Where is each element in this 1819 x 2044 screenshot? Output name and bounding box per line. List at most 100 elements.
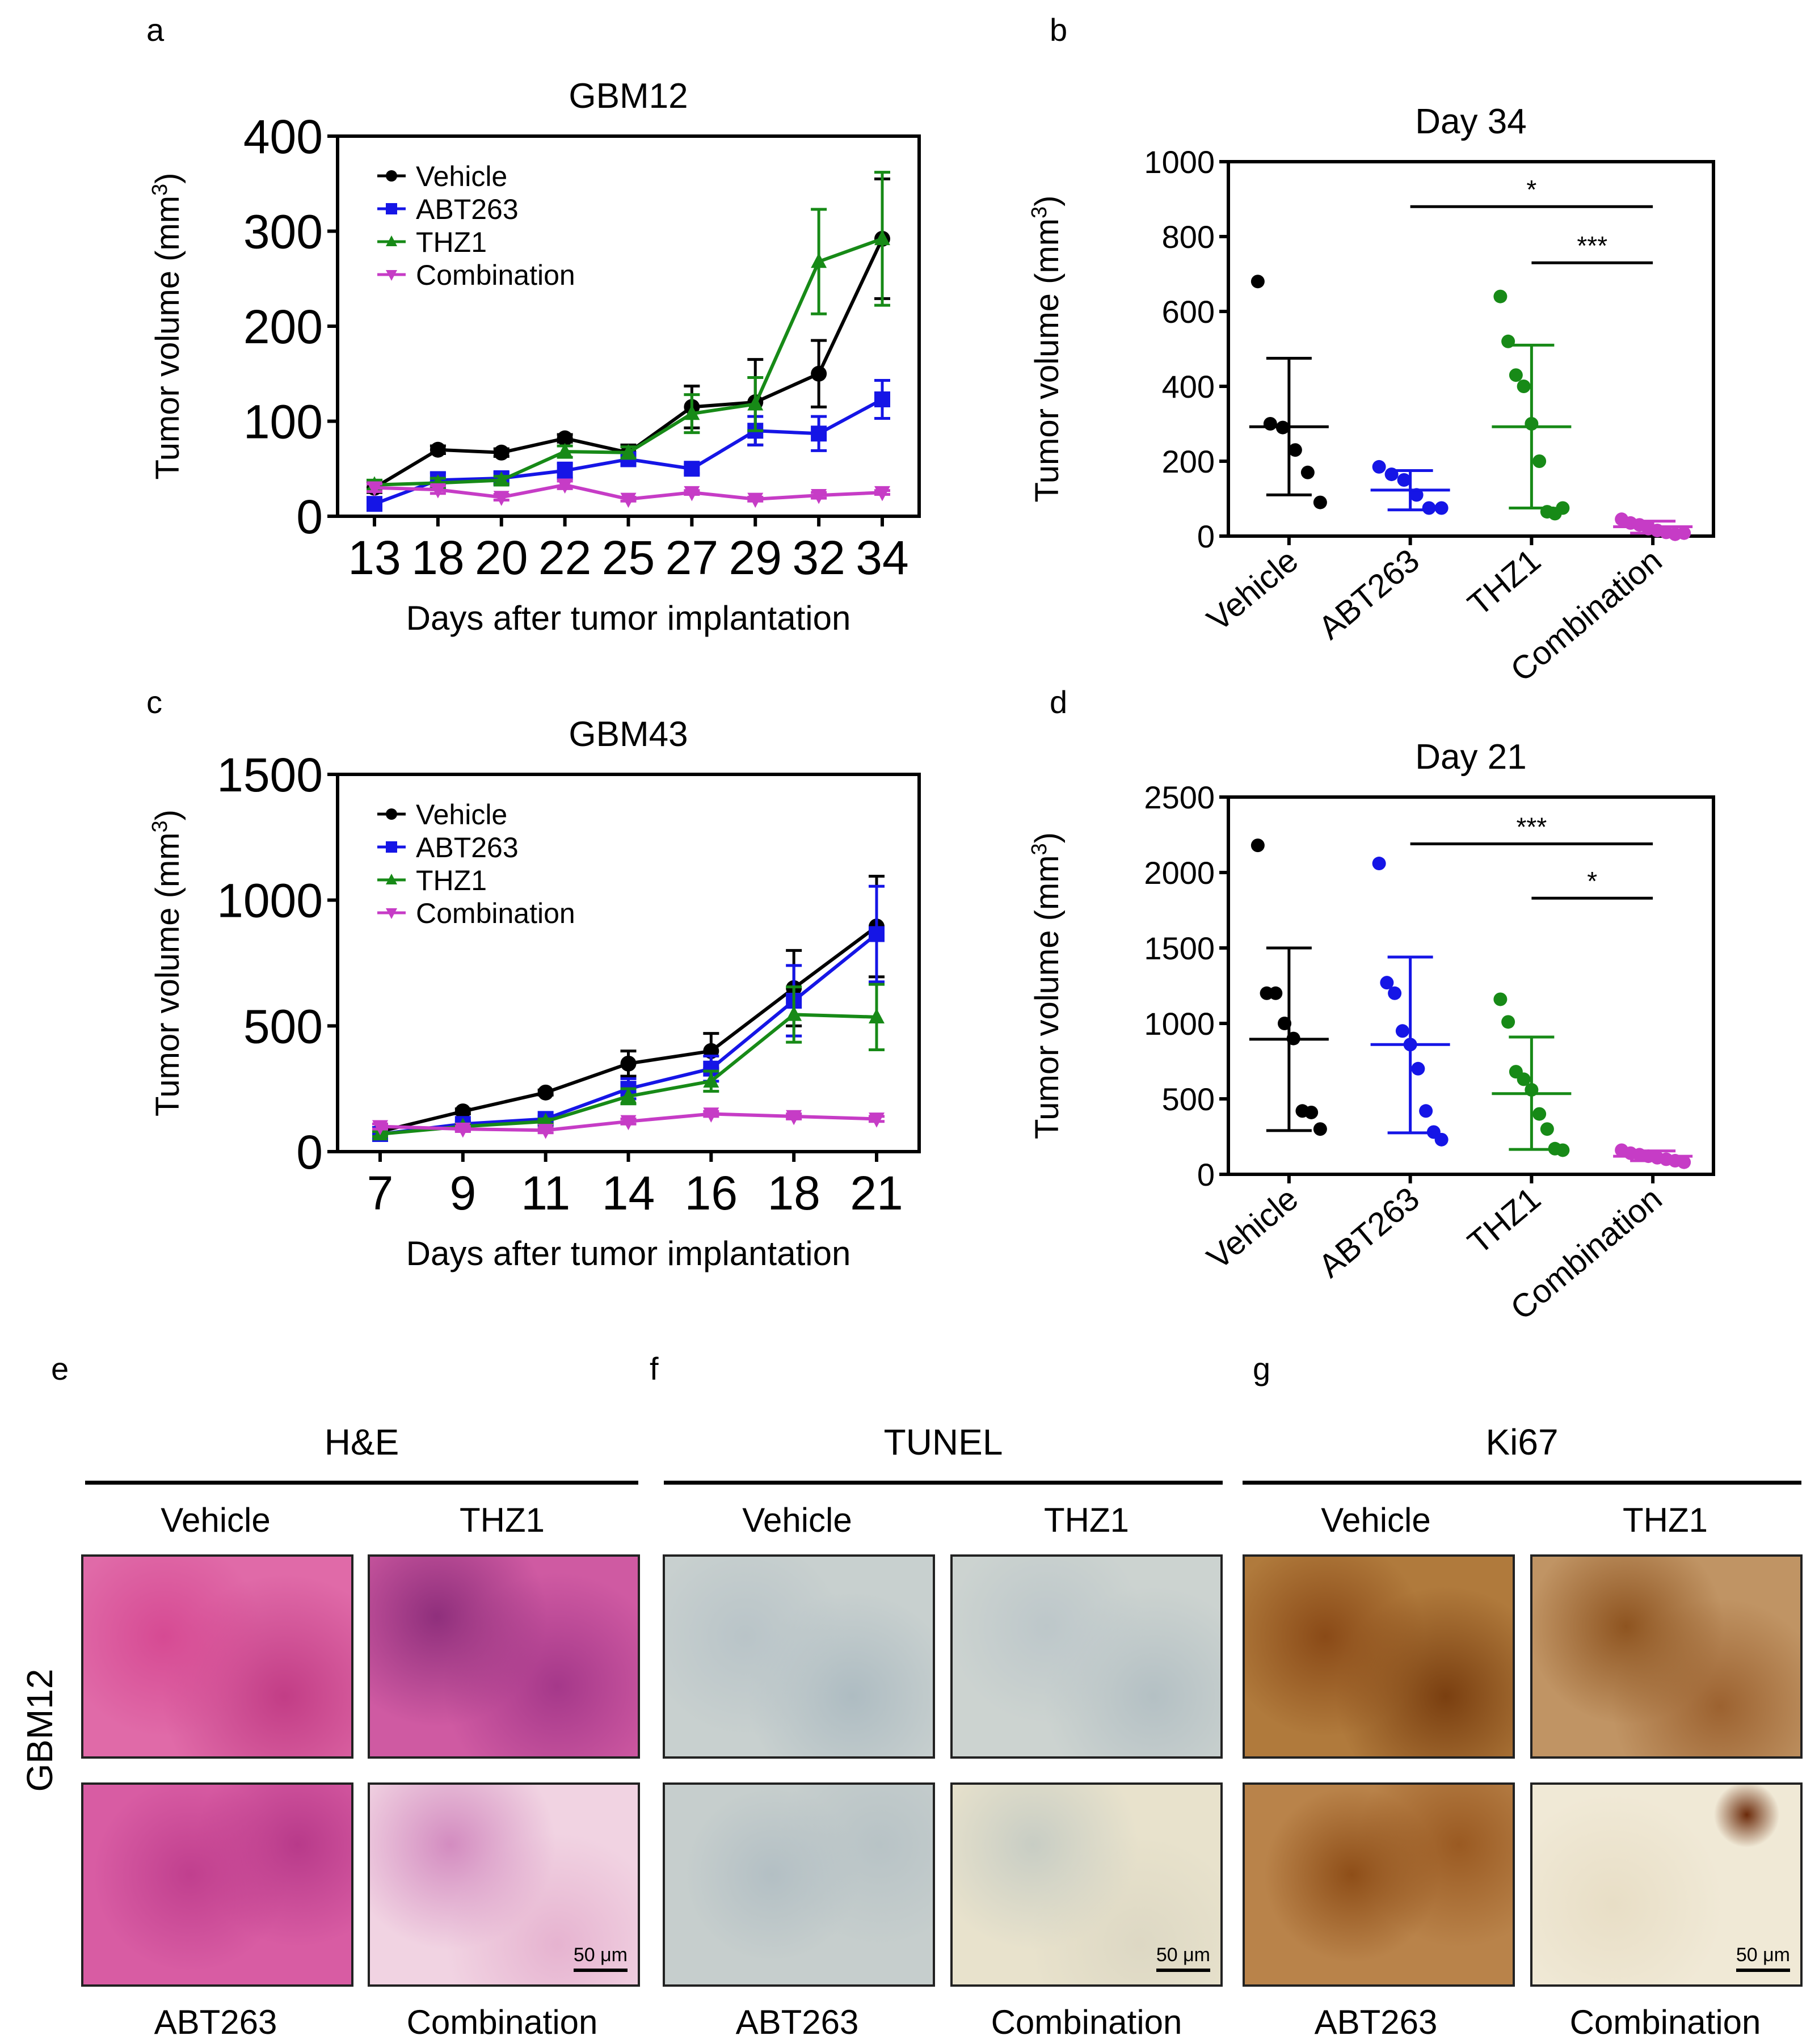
data-point-thz1	[874, 230, 890, 246]
data-point-thz1	[1532, 454, 1547, 468]
scale-bar-tunel: 50 μm	[1156, 1944, 1210, 1972]
data-point-vehicle	[1313, 1122, 1327, 1136]
data-point-vehicle	[1300, 465, 1315, 479]
chart-title: GBM43	[569, 715, 688, 754]
data-point-abt263	[1422, 501, 1436, 515]
chart-title: Day 34	[1415, 102, 1526, 141]
ki67-abt263-image	[1243, 1782, 1515, 1987]
data-point-thz1	[1556, 1143, 1570, 1157]
data-point-vehicle	[1288, 443, 1302, 457]
y-tick-label-400: 400	[1162, 369, 1215, 404]
y-tick-label-100: 100	[243, 395, 323, 449]
he-thz1-image	[368, 1554, 640, 1759]
panel-label-c: c	[146, 684, 162, 720]
data-point-abt263	[557, 462, 573, 479]
data-point-abt263	[1434, 501, 1449, 515]
data-point-vehicle	[454, 1103, 471, 1120]
data-point-combination	[811, 488, 827, 504]
line-chart-gbm43: GBM43 0 500 1000 1500 7 9 11 14 16 18 21 Days after …	[148, 715, 921, 1272]
legend-label-thz1: THZ1	[416, 226, 487, 258]
tunel-thz1-image	[950, 1554, 1223, 1759]
y-tick-label-500: 500	[1162, 1081, 1215, 1117]
significance-label: *	[1587, 866, 1597, 896]
data-point-combination	[537, 1124, 554, 1139]
y-tick-label-1000: 1000	[1144, 144, 1215, 180]
data-point-abt263	[1372, 857, 1386, 871]
data-point-abt263	[874, 391, 890, 407]
data-point-combination	[684, 486, 700, 501]
chart-title: Day 21	[1415, 737, 1526, 777]
data-point-abt263	[869, 926, 885, 942]
ki67-combination-image: 50 μm	[1530, 1782, 1803, 1987]
col-label-tunel-abt263: ABT263	[735, 2003, 859, 2041]
plot-frame	[1227, 795, 1715, 1176]
y-tick-label-2500: 2500	[1144, 779, 1215, 815]
y-tick-label-2000: 2000	[1144, 855, 1215, 891]
col-label-he-abt263: ABT263	[154, 2003, 277, 2041]
x-tick-label-18: 18	[767, 1166, 820, 1220]
data-point-combination	[620, 492, 637, 508]
data-point-thz1	[1493, 992, 1508, 1006]
y-axis-label: Tumor volume (mm3)	[148, 810, 186, 1116]
legend-marker-vehicle	[386, 808, 397, 820]
scatter-chart-day21: Day 21 0 500 1000 1500 2000 2500 Vehicle ABT263 T…	[1028, 737, 1715, 1327]
tunel-abt263-image	[663, 1782, 935, 1987]
data-point-thz1	[1493, 289, 1508, 304]
significance-label: ***	[1517, 812, 1547, 841]
y-tick-label-0: 0	[1197, 1157, 1215, 1192]
scale-label-tunel: 50 μm	[1156, 1944, 1210, 1966]
x-tick-label-32: 32	[792, 531, 845, 584]
stain-title-he: H&E	[324, 1422, 399, 1463]
x-tick-label-vehicle: Vehicle	[1200, 542, 1305, 638]
y-tick-label-1000: 1000	[1144, 1006, 1215, 1042]
y-tick-label-200: 200	[1162, 444, 1215, 479]
data-point-vehicle	[1250, 275, 1265, 289]
significance-label: *	[1526, 175, 1536, 204]
data-point-thz1	[1509, 368, 1523, 382]
y-tick-label-400: 400	[243, 110, 323, 163]
y-tick-label-500: 500	[243, 1000, 323, 1053]
x-axis-label: Days after tumor implantation	[406, 599, 851, 637]
x-tick-label-16: 16	[685, 1166, 738, 1220]
x-tick-label-11: 11	[521, 1166, 570, 1220]
x-tick-label-thz1: THZ1	[1461, 1180, 1548, 1261]
y-tick-label-200: 200	[243, 300, 323, 353]
x-tick-label-25: 25	[602, 531, 655, 584]
line-chart-gbm12: GBM12 0 100 200 300 400 13 18 20 22 25 27 29 32 34Days…	[148, 77, 921, 637]
data-point-thz1	[703, 1072, 719, 1088]
data-point-thz1	[1517, 380, 1531, 393]
legend-label-combination: Combination	[416, 897, 575, 929]
col-label-tunel-combination: Combination	[991, 2003, 1182, 2041]
data-point-vehicle	[537, 1084, 554, 1101]
scatter-chart-day34: Day 34 0 200 400 600 800 1000 Vehicle ABT263 THZ1…	[1028, 102, 1715, 681]
col-label-ki67-vehicle: Vehicle	[1321, 1501, 1431, 1539]
col-label-tunel-thz1: THZ1	[1044, 1501, 1129, 1539]
data-point-combination	[786, 1110, 802, 1126]
y-tick-label-1000: 1000	[217, 874, 323, 928]
y-tick-label-600: 600	[1162, 294, 1215, 330]
stain-title-tunel: TUNEL	[883, 1422, 1003, 1463]
he-abt263-image	[81, 1782, 353, 1987]
data-point-thz1	[684, 404, 700, 420]
x-tick-label-vehicle: Vehicle	[1200, 1180, 1305, 1276]
col-label-tunel-vehicle: Vehicle	[742, 1501, 852, 1539]
data-point-combination	[703, 1107, 719, 1123]
x-tick-label-14: 14	[602, 1166, 655, 1220]
legend-marker-thz1	[386, 874, 397, 884]
legend-label-vehicle: Vehicle	[416, 799, 507, 831]
data-point-combination	[372, 1120, 388, 1136]
tunel-combination-image: 50 μm	[950, 1782, 1223, 1987]
y-axis-label: Tumor volume (mm3)	[148, 172, 186, 479]
stain-rule-he	[85, 1481, 638, 1485]
x-tick-label-34: 34	[856, 531, 908, 584]
y-tick-label-0: 0	[1197, 519, 1215, 554]
y-axis-label: Tumor volume (mm3)	[1028, 832, 1066, 1139]
data-point-abt263	[1380, 976, 1394, 990]
data-point-vehicle	[493, 444, 510, 461]
scale-label-he: 50 μm	[573, 1944, 628, 1966]
data-point-abt263	[1419, 1104, 1433, 1118]
y-tick-label-300: 300	[243, 205, 323, 259]
x-tick-label-abt263: ABT263	[1312, 542, 1426, 647]
data-point-abt263	[1388, 986, 1402, 1000]
x-tick-label-13: 13	[348, 531, 401, 584]
